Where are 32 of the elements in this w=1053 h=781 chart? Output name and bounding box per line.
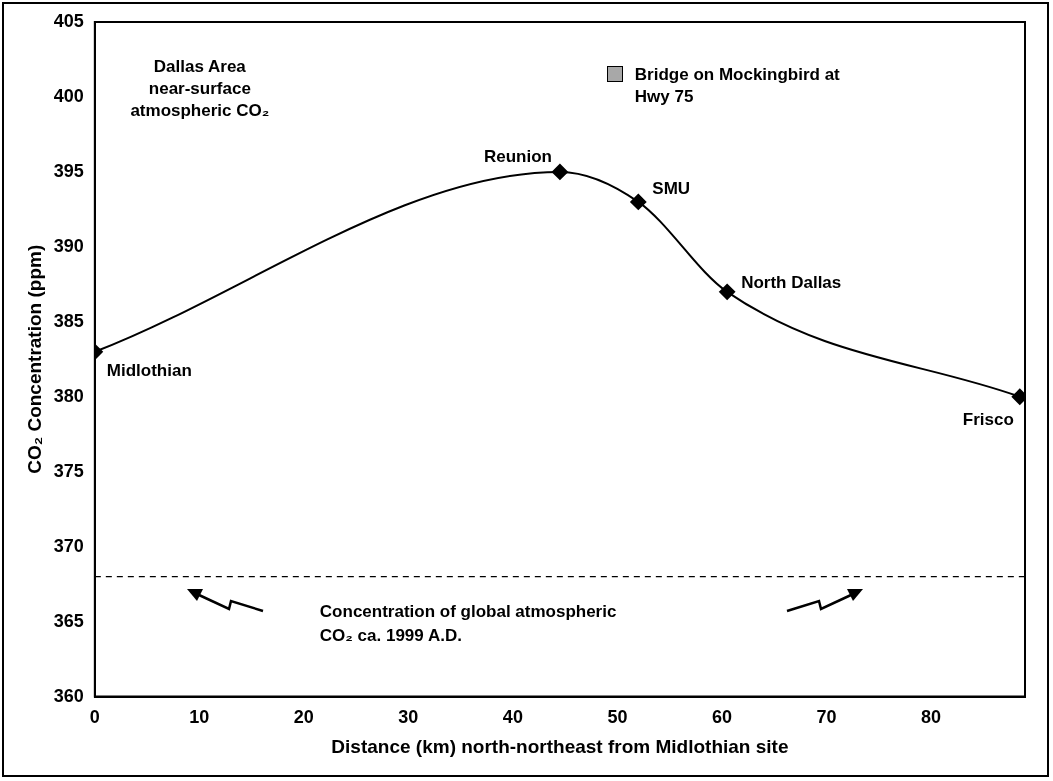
annotation: Frisco bbox=[962, 409, 1014, 429]
y-tick-label: 405 bbox=[53, 10, 84, 31]
x-tick-label: 30 bbox=[398, 707, 419, 728]
annotation: North Dallas bbox=[741, 272, 842, 292]
point bbox=[719, 283, 736, 300]
x-tick-label: 80 bbox=[920, 707, 941, 728]
y-tick-label: 395 bbox=[53, 160, 84, 181]
x-tick-label: 0 bbox=[89, 707, 100, 728]
y-tick-label: 400 bbox=[53, 85, 84, 106]
point bbox=[630, 193, 647, 210]
y-tick-label: 360 bbox=[53, 685, 84, 706]
y-tick-label: 370 bbox=[53, 535, 84, 556]
annotation: Reunion bbox=[483, 146, 552, 166]
y-tick-label: 390 bbox=[53, 235, 84, 256]
y-tick-label: 380 bbox=[53, 385, 84, 406]
x-tick-label: 50 bbox=[607, 707, 628, 728]
x-tick-label: 10 bbox=[189, 707, 210, 728]
x-tick-label: 70 bbox=[816, 707, 837, 728]
annotation: Bridge on Mockingbird at Hwy 75 bbox=[634, 65, 841, 106]
y-tick-label: 385 bbox=[53, 310, 84, 331]
ref-line-label: Concentration of global atmospheric CO₂ ca. 1999 A.D. bbox=[319, 601, 617, 645]
y-axis-title: CO₂ Concentration (ppm) bbox=[23, 244, 45, 474]
text: Dallas Area near-surface atmospheric CO₂ bbox=[130, 57, 270, 120]
x-tick-label: 20 bbox=[293, 707, 314, 728]
annotation: Midlothian bbox=[106, 360, 192, 380]
annotation: SMU bbox=[652, 178, 691, 198]
x-tick-label: 60 bbox=[711, 707, 732, 728]
y-tick-label: 365 bbox=[53, 610, 84, 631]
point bbox=[551, 163, 568, 180]
x-axis-title: Distance (km) north-northeast from Midlothian site bbox=[331, 735, 789, 757]
y-tick-label: 375 bbox=[53, 460, 84, 481]
x-tick-label: 40 bbox=[502, 707, 523, 728]
